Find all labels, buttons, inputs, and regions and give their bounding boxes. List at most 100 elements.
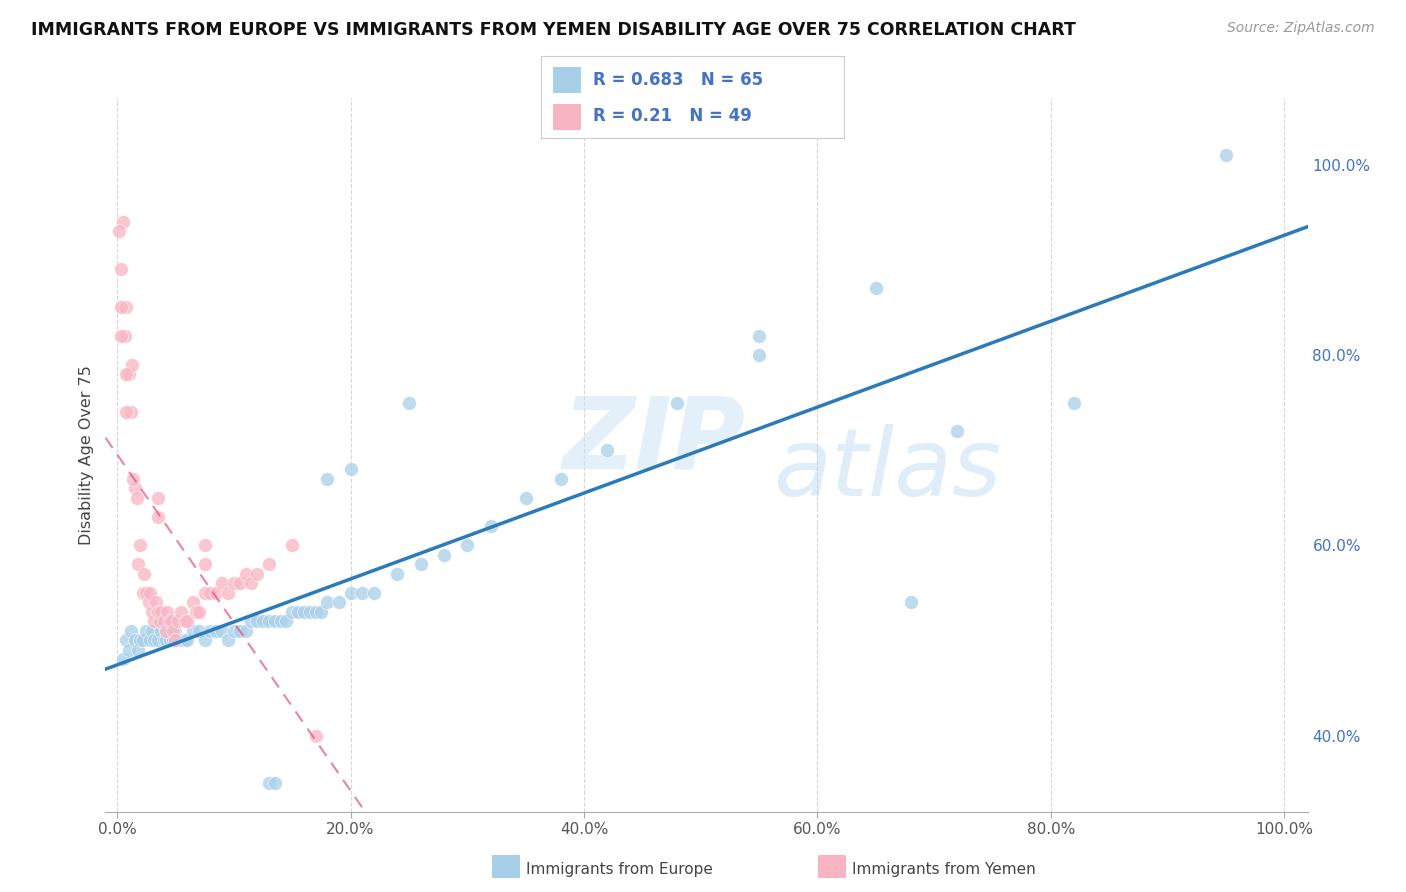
Point — [352, 586, 374, 600]
Point — [1063, 395, 1085, 409]
Point — [170, 605, 193, 619]
Point — [257, 615, 280, 629]
Point — [165, 633, 187, 648]
Point — [257, 776, 280, 790]
Text: IMMIGRANTS FROM EUROPE VS IMMIGRANTS FROM YEMEN DISABILITY AGE OVER 75 CORRELATI: IMMIGRANTS FROM EUROPE VS IMMIGRANTS FRO… — [31, 21, 1076, 39]
Point — [143, 633, 166, 648]
Point — [217, 586, 239, 600]
Point — [398, 395, 420, 409]
Point — [666, 395, 689, 409]
Point — [194, 633, 217, 648]
Point — [276, 615, 298, 629]
Bar — [554, 67, 581, 93]
Point — [162, 624, 184, 638]
Point — [129, 538, 152, 552]
Point — [479, 519, 502, 533]
Point — [159, 633, 181, 648]
Point — [240, 615, 263, 629]
Point — [235, 624, 257, 638]
Point — [143, 615, 166, 629]
Text: R = 0.21   N = 49: R = 0.21 N = 49 — [593, 107, 752, 125]
Point — [194, 586, 217, 600]
Point — [127, 558, 149, 572]
Point — [127, 643, 149, 657]
Point — [162, 633, 184, 648]
Text: ZIP: ZIP — [562, 392, 745, 489]
Point — [228, 576, 250, 591]
Point — [120, 405, 142, 419]
Point — [240, 576, 263, 591]
Point — [110, 329, 132, 343]
Point — [149, 615, 172, 629]
Point — [181, 624, 204, 638]
Point — [946, 424, 969, 438]
Point — [176, 615, 198, 629]
Point — [409, 558, 432, 572]
Point — [363, 586, 385, 600]
Point — [217, 633, 239, 648]
Point — [150, 605, 173, 619]
Text: Source: ZipAtlas.com: Source: ZipAtlas.com — [1227, 21, 1375, 36]
Point — [252, 615, 274, 629]
Point — [187, 624, 209, 638]
Point — [200, 586, 222, 600]
Point — [200, 624, 222, 638]
Point — [115, 301, 138, 315]
Point — [281, 605, 304, 619]
Point — [339, 586, 361, 600]
Text: Immigrants from Europe: Immigrants from Europe — [526, 863, 713, 877]
Point — [146, 491, 169, 505]
Point — [292, 605, 315, 619]
Point — [110, 301, 132, 315]
Point — [387, 566, 409, 581]
Point — [228, 624, 250, 638]
Point — [339, 462, 361, 476]
Point — [170, 633, 193, 648]
Point — [135, 624, 157, 638]
Point — [115, 633, 138, 648]
Point — [222, 624, 245, 638]
Bar — [554, 103, 581, 130]
Point — [146, 509, 169, 524]
Point — [146, 633, 169, 648]
Point — [118, 367, 141, 381]
Point — [139, 586, 162, 600]
Point — [281, 538, 304, 552]
Point — [181, 595, 204, 609]
Point — [550, 472, 572, 486]
Point — [246, 566, 269, 581]
Point — [150, 624, 173, 638]
Point — [263, 776, 285, 790]
Point — [139, 633, 162, 648]
Point — [205, 586, 228, 600]
Point — [129, 633, 152, 648]
Point — [316, 595, 339, 609]
Point — [748, 329, 770, 343]
Point — [121, 358, 143, 372]
Point — [304, 605, 326, 619]
Point — [165, 624, 187, 638]
Point — [120, 624, 142, 638]
Point — [115, 367, 138, 381]
Point — [316, 472, 339, 486]
Point — [146, 605, 169, 619]
Point — [111, 652, 134, 666]
Point — [166, 633, 188, 648]
Point — [235, 566, 257, 581]
Point — [153, 633, 176, 648]
Point — [145, 595, 167, 609]
Point — [1215, 148, 1237, 162]
Point — [173, 615, 195, 629]
Point — [433, 548, 456, 562]
Point — [270, 615, 292, 629]
Point — [257, 558, 280, 572]
Point — [194, 558, 217, 572]
Point — [222, 576, 245, 591]
Point — [298, 605, 321, 619]
Point — [132, 633, 155, 648]
Point — [110, 262, 132, 277]
Point — [155, 624, 177, 638]
Point — [865, 281, 887, 295]
Point — [900, 595, 922, 609]
Point — [124, 481, 146, 495]
